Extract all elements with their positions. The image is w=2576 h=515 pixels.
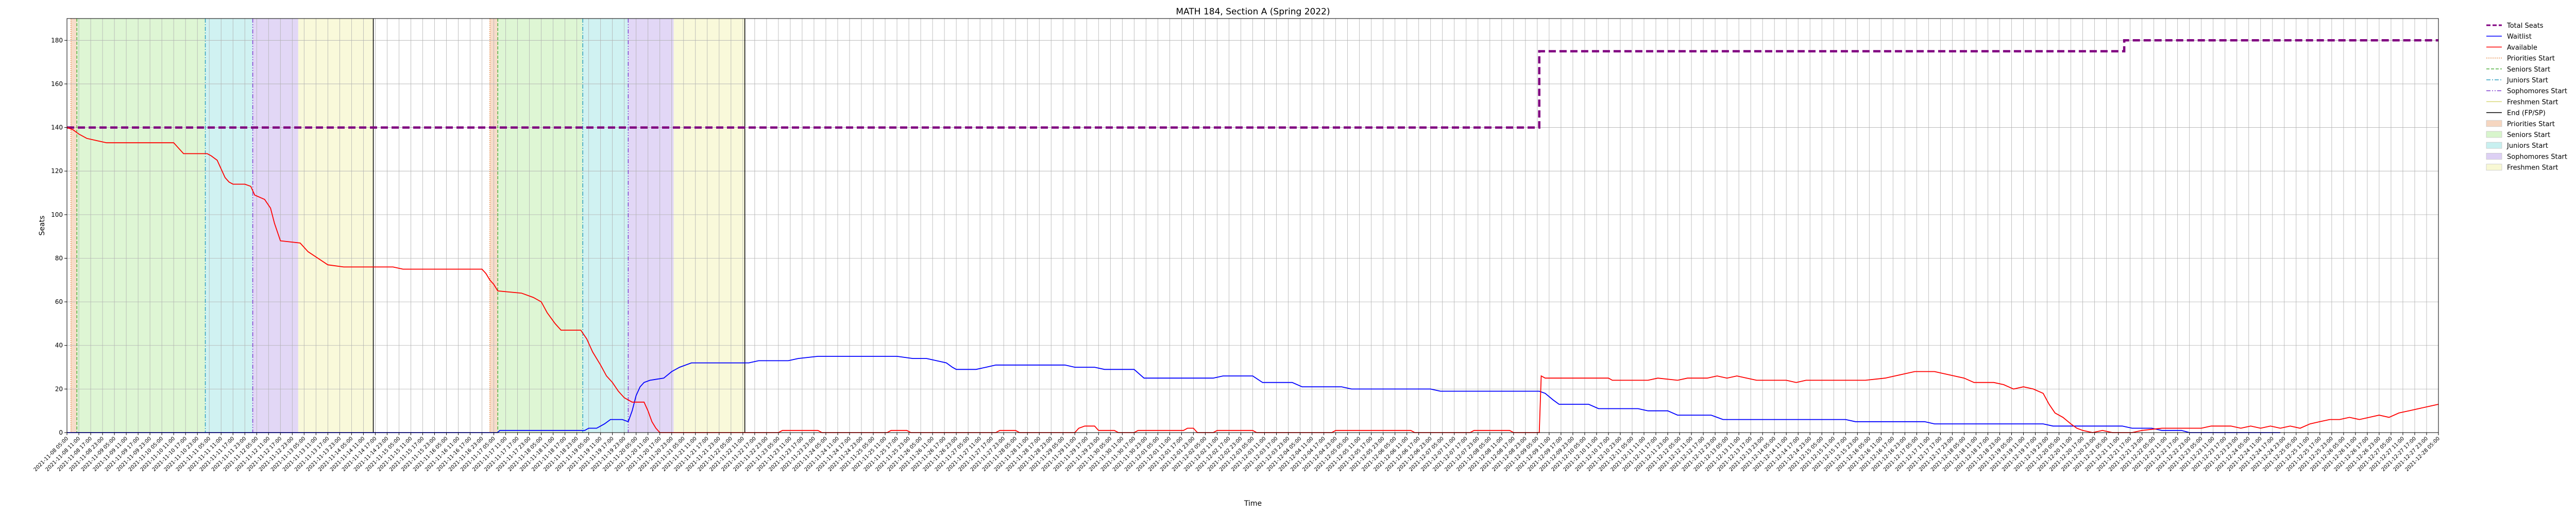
region-juniors-start-2 <box>205 19 253 433</box>
legend-label-sophomores-start: Sophomores Start <box>2507 153 2567 161</box>
legend-label-priorities-start: Priorities Start <box>2507 121 2555 128</box>
legend-label-total-seats: Total Seats <box>2506 22 2544 30</box>
legend-label-freshmen-start: Freshmen Start <box>2507 164 2558 172</box>
legend-label-sophomores-start: Sophomores Start <box>2507 88 2567 95</box>
legend-swatch-priorities-start <box>2486 120 2502 127</box>
legend-swatch-juniors-start <box>2486 142 2502 149</box>
region-freshmen-start-4 <box>298 19 374 433</box>
y-tick-label: 60 <box>55 298 63 305</box>
x-axis-label: Time <box>1244 500 1262 508</box>
series-total-seats <box>67 39 2438 129</box>
region-sophomores-start-8 <box>628 19 674 433</box>
period-start-lines <box>70 19 745 433</box>
series-waitlist <box>67 356 2281 433</box>
legend-label-seniors-start: Seniors Start <box>2507 131 2550 139</box>
legend-label-freshmen-start: Freshmen Start <box>2507 98 2558 106</box>
legend-label-priorities-start: Priorities Start <box>2507 55 2555 63</box>
y-axis-ticks: 0 20 40 60 80 100 120 140 160 180 <box>51 37 67 436</box>
y-tick-label: 160 <box>51 80 63 88</box>
legend-label-seniors-start: Seniors Start <box>2507 66 2550 74</box>
y-tick-label: 40 <box>55 342 63 349</box>
legend-label-end-fp-sp: End (FP/SP) <box>2507 110 2546 117</box>
y-tick-label: 100 <box>51 211 63 218</box>
legend-label-juniors-start: Juniors Start <box>2506 77 2548 84</box>
y-tick-label: 140 <box>51 124 63 131</box>
region-freshmen-start-9 <box>673 19 745 433</box>
legend-label-waitlist: Waitlist <box>2507 33 2532 41</box>
region-seniors-start-1 <box>77 19 206 433</box>
legend-label-juniors-start: Juniors Start <box>2506 142 2548 150</box>
chart-title: MATH 184, Section A (Spring 2022) <box>1176 7 1330 17</box>
legend: Total Seats Waitlist Available Priorities S… <box>2486 22 2567 172</box>
legend-swatch-sophomores-start <box>2486 152 2502 160</box>
region-seniors-start-6 <box>498 19 583 433</box>
y-tick-label: 0 <box>59 429 63 436</box>
legend-swatch-seniors-start <box>2486 131 2502 138</box>
y-tick-label: 80 <box>55 254 63 262</box>
grid-lines <box>66 19 2439 433</box>
region-juniors-start-7 <box>583 19 629 433</box>
y-tick-label: 120 <box>51 167 63 175</box>
y-tick-label: 180 <box>51 37 63 44</box>
legend-swatch-freshmen-start <box>2486 164 2502 171</box>
y-axis-label: Seats <box>38 216 46 236</box>
region-priorities-start-0 <box>71 19 77 433</box>
legend-label-available: Available <box>2507 44 2537 52</box>
y-tick-label: 20 <box>55 385 63 392</box>
enrollment-period-regions <box>71 19 745 433</box>
